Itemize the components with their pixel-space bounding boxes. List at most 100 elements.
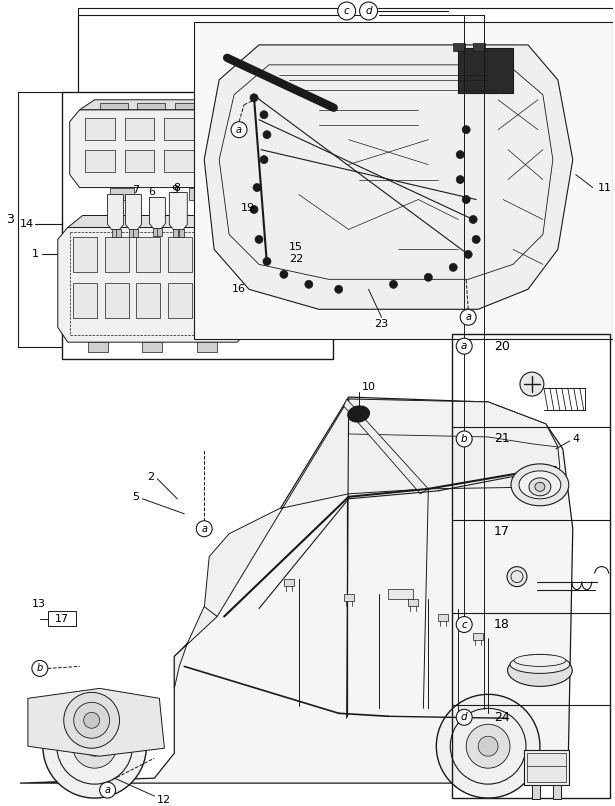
Circle shape <box>360 2 378 20</box>
Circle shape <box>456 176 464 184</box>
Circle shape <box>231 122 247 138</box>
Bar <box>169 238 192 272</box>
Circle shape <box>84 713 100 729</box>
Text: c: c <box>344 6 349 16</box>
Bar <box>73 238 97 272</box>
Polygon shape <box>204 45 573 310</box>
Text: 22: 22 <box>289 255 303 264</box>
Bar <box>244 294 250 305</box>
Circle shape <box>196 521 212 537</box>
Bar <box>116 230 121 238</box>
Bar <box>175 102 203 109</box>
Circle shape <box>263 257 271 265</box>
Text: 15: 15 <box>289 243 303 252</box>
Circle shape <box>462 196 470 203</box>
Text: d: d <box>461 713 467 722</box>
Bar <box>473 43 485 51</box>
Bar <box>204 118 234 139</box>
Bar <box>389 588 413 599</box>
Bar <box>138 102 165 109</box>
Text: 16: 16 <box>232 285 246 294</box>
Bar <box>173 230 178 238</box>
Text: a: a <box>236 125 242 135</box>
Polygon shape <box>232 239 291 294</box>
Text: 3: 3 <box>6 213 14 226</box>
Circle shape <box>85 736 105 756</box>
Circle shape <box>469 215 477 223</box>
Polygon shape <box>244 100 269 175</box>
Text: 14: 14 <box>20 219 34 230</box>
Bar <box>284 579 294 586</box>
Text: 18: 18 <box>494 618 510 631</box>
Bar <box>100 102 127 109</box>
Circle shape <box>212 201 226 214</box>
Bar <box>453 43 465 51</box>
Circle shape <box>74 702 109 738</box>
Bar <box>524 750 569 785</box>
Polygon shape <box>20 397 573 783</box>
Bar <box>438 613 448 621</box>
Circle shape <box>436 694 540 798</box>
Bar <box>180 230 184 238</box>
Circle shape <box>253 184 261 192</box>
Bar <box>527 753 566 782</box>
Text: 7: 7 <box>132 185 140 194</box>
Ellipse shape <box>529 478 551 496</box>
Polygon shape <box>344 399 428 494</box>
Text: d: d <box>365 6 372 16</box>
Polygon shape <box>28 688 164 756</box>
Text: 5: 5 <box>132 492 140 502</box>
Bar <box>88 343 108 352</box>
Text: 19: 19 <box>241 202 255 213</box>
Text: 8: 8 <box>173 182 180 193</box>
Bar <box>200 284 224 318</box>
Polygon shape <box>149 197 165 228</box>
Bar <box>213 102 241 109</box>
Bar <box>204 150 234 172</box>
Polygon shape <box>80 100 259 110</box>
Bar <box>133 230 138 238</box>
Text: 2: 2 <box>147 472 154 482</box>
Text: 20: 20 <box>494 339 510 353</box>
Bar <box>105 238 129 272</box>
Bar <box>270 247 281 284</box>
Circle shape <box>450 264 457 272</box>
Polygon shape <box>125 194 141 230</box>
Ellipse shape <box>514 654 566 667</box>
Circle shape <box>507 567 527 587</box>
Bar <box>242 247 253 284</box>
Circle shape <box>100 782 116 798</box>
Bar <box>258 294 264 305</box>
Text: 13: 13 <box>32 599 46 609</box>
Circle shape <box>280 270 288 278</box>
Bar <box>62 92 333 359</box>
Polygon shape <box>69 110 254 188</box>
Ellipse shape <box>535 482 545 492</box>
Bar <box>48 610 76 625</box>
Circle shape <box>456 617 472 633</box>
Bar <box>137 238 161 272</box>
Bar <box>189 188 214 200</box>
Bar <box>124 150 154 172</box>
Circle shape <box>255 235 263 243</box>
Circle shape <box>73 725 117 768</box>
Bar <box>85 118 114 139</box>
Text: a: a <box>105 785 111 795</box>
Bar <box>256 247 267 284</box>
Circle shape <box>472 235 480 243</box>
Bar <box>130 230 135 238</box>
Bar <box>458 48 513 93</box>
Polygon shape <box>174 607 217 688</box>
Bar <box>164 150 194 172</box>
Circle shape <box>335 285 343 293</box>
Bar <box>473 634 483 641</box>
Text: b: b <box>461 434 467 444</box>
Circle shape <box>456 431 472 447</box>
Circle shape <box>466 725 510 768</box>
Text: 11: 11 <box>598 182 612 193</box>
Circle shape <box>32 660 48 676</box>
Bar <box>553 785 561 799</box>
Text: 6: 6 <box>148 186 155 197</box>
Text: a: a <box>201 524 207 534</box>
Bar <box>85 150 114 172</box>
